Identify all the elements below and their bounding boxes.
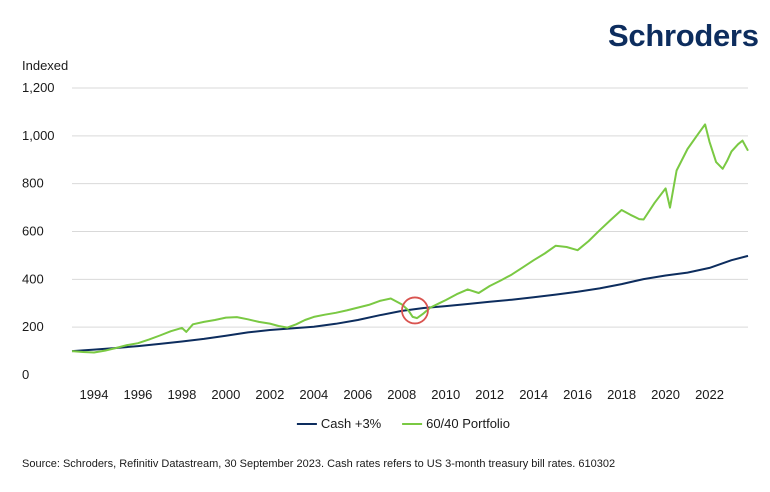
x-tick-label: 2002: [255, 387, 284, 402]
x-tick-label: 2000: [211, 387, 240, 402]
x-tick-label: 2012: [475, 387, 504, 402]
x-tick-label: 1998: [167, 387, 196, 402]
source-note: Source: Schroders, Refinitiv Datastream,…: [22, 458, 616, 470]
schroders-logo: Schroders: [608, 18, 759, 53]
x-tick-label: 2018: [607, 387, 636, 402]
x-tick-label: 2022: [695, 387, 724, 402]
legend-label-60-40-portfolio: 60/40 Portfolio: [426, 416, 510, 431]
highlight-circle: [401, 296, 429, 325]
x-tick-label: 2020: [651, 387, 680, 402]
annotations: [401, 296, 429, 325]
x-tick-label: 2014: [519, 387, 548, 402]
y-tick-label: 0: [22, 367, 29, 382]
x-tick-label: 2006: [343, 387, 372, 402]
y-axis-title: Indexed: [22, 58, 69, 73]
x-tick-label: 1994: [80, 387, 109, 402]
x-tick-label: 2010: [431, 387, 460, 402]
x-tick-label: 2016: [563, 387, 592, 402]
y-tick-label: 400: [22, 271, 44, 286]
y-tick-label: 800: [22, 176, 44, 191]
y-tick-label: 200: [22, 319, 44, 334]
legend-label-cash-3: Cash +3%: [321, 416, 382, 431]
y-tick-label: 1,200: [22, 80, 55, 95]
series-lines: [71, 123, 749, 354]
series-line-cash-3: [71, 254, 749, 353]
x-tick-label: 2008: [387, 387, 416, 402]
x-tick-labels: 1994 1996 1998 2000 2002 2004 2006 2008 2010 2012…: [80, 387, 724, 402]
y-tick-label: 1,000: [22, 128, 55, 143]
legend: Cash +3% 60/40 Portfolio: [296, 416, 510, 431]
y-tick-labels: 0 200 400 600 800 1,000 1,200: [22, 80, 55, 382]
x-tick-label: 2004: [299, 387, 328, 402]
gridlines: [72, 87, 748, 328]
y-tick-label: 600: [22, 224, 44, 239]
x-tick-label: 1996: [123, 387, 152, 402]
series-line-60-40-portfolio: [71, 123, 749, 354]
